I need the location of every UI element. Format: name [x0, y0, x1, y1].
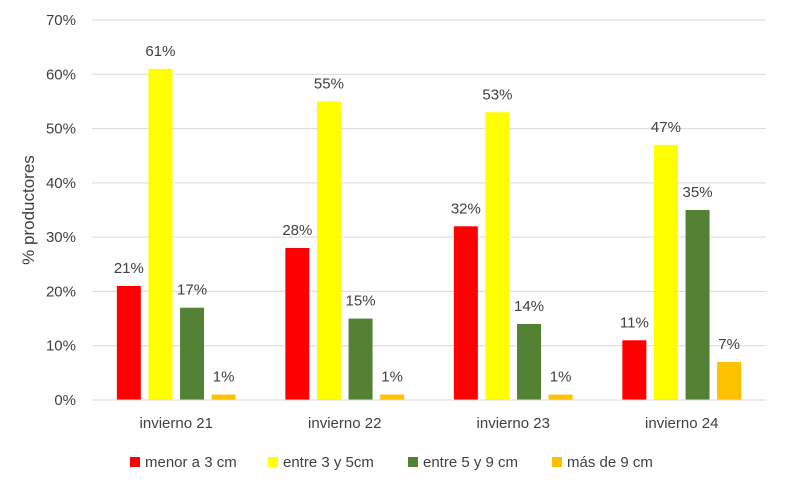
legend-swatch: [130, 457, 140, 467]
data-labels: 21% 61% 17% 1% 28% 55% 15% 1% 32% 53% 14% 1% 11% 47% 3…: [114, 43, 740, 386]
x-category-label: invierno 24: [645, 415, 718, 432]
bar: [180, 307, 205, 400]
bar: [348, 318, 373, 400]
bar: [453, 226, 478, 400]
data-label: 1%: [381, 369, 403, 386]
data-label: 47%: [651, 119, 681, 136]
bar: [211, 394, 236, 400]
bar: [548, 394, 573, 400]
y-tick-label: 10%: [46, 338, 76, 355]
bar: [653, 144, 678, 400]
data-label: 53%: [482, 86, 512, 103]
y-axis-title: % productores: [19, 155, 38, 265]
y-tick-label: 70%: [46, 12, 76, 29]
data-label: 11%: [620, 314, 649, 331]
y-axis-ticks: 0% 10% 20% 30% 40% 50% 60% 70%: [46, 12, 76, 409]
data-label: 14%: [514, 298, 544, 315]
x-category-label: invierno 23: [477, 415, 550, 432]
bar: [685, 210, 710, 400]
x-category-label: invierno 21: [140, 415, 213, 432]
bar: [148, 68, 173, 400]
legend-swatch: [268, 457, 278, 467]
bar: [517, 324, 542, 400]
data-label: 21%: [114, 260, 144, 277]
bar: [116, 286, 141, 400]
data-label: 32%: [451, 200, 481, 217]
data-label: 17%: [177, 282, 207, 299]
bar: [717, 362, 742, 400]
x-axis-categories: invierno 21 invierno 22 invierno 23 inviern…: [140, 415, 719, 432]
legend-swatch: [552, 457, 562, 467]
legend-label: menor a 3 cm: [145, 454, 237, 471]
y-tick-label: 60%: [46, 66, 76, 83]
data-label: 55%: [314, 75, 344, 92]
x-category-label: invierno 22: [308, 415, 381, 432]
y-tick-label: 20%: [46, 283, 76, 300]
data-label: 1%: [550, 369, 572, 386]
bar: [380, 394, 405, 400]
y-tick-label: 40%: [46, 175, 76, 192]
legend: menor a 3 cm entre 3 y 5cm entre 5 y 9 cm m…: [130, 454, 653, 471]
bar: [285, 248, 310, 400]
gridlines: [92, 19, 766, 347]
legend-label: entre 3 y 5cm: [283, 454, 374, 471]
data-label: 7%: [718, 336, 740, 353]
legend-label: entre 5 y 9 cm: [423, 454, 518, 471]
bar: [622, 340, 647, 400]
y-tick-label: 30%: [46, 229, 76, 246]
y-tick-label: 50%: [46, 121, 76, 138]
data-label: 28%: [282, 222, 312, 239]
data-label: 15%: [346, 293, 376, 310]
bar: [316, 101, 341, 400]
bar: [485, 112, 510, 401]
data-label: 35%: [683, 184, 713, 201]
bars: [116, 68, 742, 401]
legend-label: más de 9 cm: [567, 454, 653, 471]
data-label: 1%: [213, 369, 235, 386]
legend-swatch: [408, 457, 418, 467]
y-tick-label: 0%: [54, 392, 76, 409]
data-label: 61%: [145, 43, 175, 60]
